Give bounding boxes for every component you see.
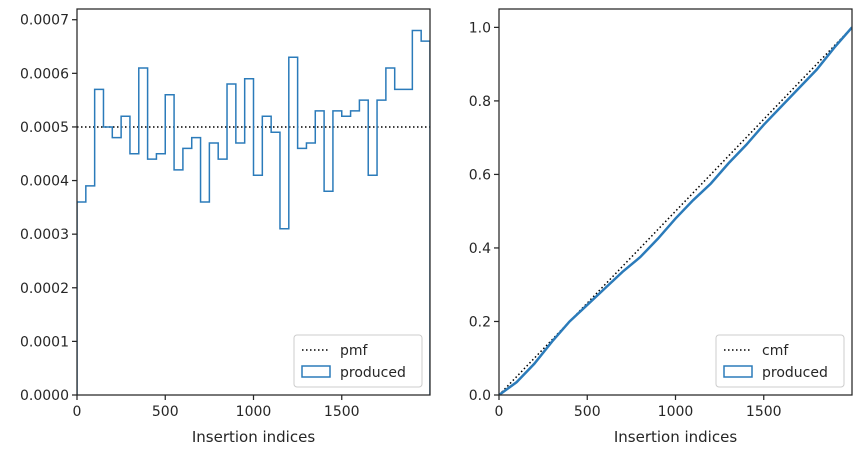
produced-cumulative-line — [499, 26, 852, 395]
histogram-bin — [192, 138, 201, 395]
x-axis-label: Insertion indices — [614, 428, 737, 446]
y-tick-label: 0.0 — [469, 388, 491, 404]
histogram-bin — [86, 186, 95, 395]
x-axis-label: Insertion indices — [192, 428, 315, 446]
histogram-bin — [112, 138, 121, 395]
y-tick-label: 0.0007 — [20, 13, 69, 29]
x-tick-label: 500 — [574, 404, 601, 420]
x-tick-label: 1000 — [658, 404, 694, 420]
histogram-bin — [236, 143, 245, 395]
legend-box — [715, 334, 845, 388]
legend: cmf produced — [715, 334, 845, 388]
histogram-bin — [148, 159, 157, 395]
x-tick-label: 1000 — [236, 404, 272, 420]
histogram-bin — [280, 229, 289, 395]
histogram-bin — [130, 154, 139, 395]
legend-series-swatch — [723, 365, 753, 378]
x-tick-label: 0 — [495, 404, 504, 420]
legend-box — [293, 334, 423, 388]
left-chart-pmf: 0 500 1000 1500 0.0000 0.0001 0.0002 0.0003 0.00… — [20, 8, 431, 446]
y-tick-label: 0.0005 — [20, 120, 69, 136]
y-tick-label: 0.0001 — [20, 334, 69, 350]
histogram-bin — [139, 68, 148, 395]
histogram-bin — [165, 95, 174, 395]
histogram-bin — [103, 127, 112, 395]
legend-reference-label: cmf — [762, 343, 789, 359]
y-tick-label: 0.0004 — [20, 174, 69, 190]
right-chart-cmf: 0 500 1000 1500 0.0 0.2 0.4 0.6 0.8 1.0 Insertion … — [469, 8, 853, 446]
legend-series-label: produced — [762, 365, 828, 381]
y-tick-label: 0.8 — [469, 94, 491, 110]
plot-area — [499, 26, 852, 395]
y-tick-label: 0.0003 — [20, 227, 69, 243]
x-tick-label: 500 — [152, 404, 179, 420]
legend-series-swatch — [301, 365, 331, 378]
histogram-bin — [77, 202, 86, 395]
y-tick-label: 1.0 — [469, 20, 491, 36]
histogram-bin — [227, 84, 236, 395]
x-tick-label: 1500 — [746, 404, 782, 420]
histogram-bin — [209, 143, 218, 395]
histogram-bin — [95, 89, 104, 395]
legend-series-label: produced — [340, 365, 406, 381]
histogram-bin — [262, 116, 271, 395]
histogram-bin — [174, 170, 183, 395]
histogram-bin — [271, 132, 280, 395]
histogram-bin — [183, 148, 192, 395]
histogram-bin — [156, 154, 165, 395]
legend-reference-label: pmf — [340, 343, 369, 359]
histogram-bin — [245, 79, 254, 395]
histogram-bin — [121, 116, 130, 395]
y-tick-label: 0.0000 — [20, 388, 69, 404]
y-tick-label: 0.0006 — [20, 66, 69, 82]
legend: pmf produced — [293, 334, 423, 388]
produced-step-line — [77, 29, 430, 395]
y-tick-label: 0.2 — [469, 314, 491, 330]
y-tick-label: 0.0002 — [20, 281, 69, 297]
y-tick-label: 0.6 — [469, 167, 491, 183]
plot-area — [77, 29, 430, 395]
histogram-bin — [218, 159, 227, 395]
histogram-bin — [254, 175, 263, 395]
x-tick-label: 0 — [73, 404, 82, 420]
x-tick-label: 1500 — [324, 404, 360, 420]
histogram-bin — [201, 202, 210, 395]
y-tick-label: 0.4 — [469, 241, 491, 257]
